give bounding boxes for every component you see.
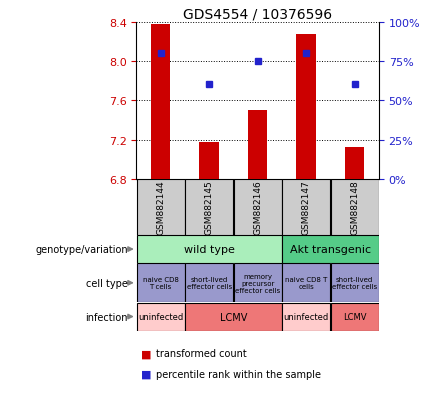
Bar (330, 180, 379, 235)
Bar (200, 142, 219, 180)
Bar (185, 303, 282, 331)
Bar (345, 147, 364, 180)
Title: GDS4554 / 10376596: GDS4554 / 10376596 (183, 7, 332, 21)
Bar (136, 235, 282, 263)
Text: uninfected: uninfected (284, 312, 329, 321)
Bar (136, 303, 185, 331)
Bar (233, 263, 282, 303)
Bar (330, 303, 379, 331)
Bar (136, 263, 185, 303)
Text: wild type: wild type (184, 244, 235, 254)
Bar (233, 180, 282, 235)
Bar (185, 263, 233, 303)
Text: short-lived
effector cells: short-lived effector cells (187, 277, 232, 290)
Text: GSM882146: GSM882146 (253, 180, 262, 235)
Text: LCMV: LCMV (220, 312, 247, 322)
Bar (297, 35, 316, 180)
Text: GSM882144: GSM882144 (156, 180, 165, 235)
Text: naive CD8
T cells: naive CD8 T cells (143, 277, 178, 290)
Bar (282, 303, 330, 331)
Text: short-lived
effector cells: short-lived effector cells (332, 277, 377, 290)
Text: ■: ■ (141, 369, 151, 379)
Text: infection: infection (85, 312, 128, 322)
Bar (282, 263, 330, 303)
Text: GSM882148: GSM882148 (350, 180, 359, 235)
Bar (185, 180, 233, 235)
Text: percentile rank within the sample: percentile rank within the sample (156, 369, 321, 379)
Text: Akt transgenic: Akt transgenic (290, 244, 371, 254)
Text: uninfected: uninfected (138, 312, 183, 321)
Text: GSM882145: GSM882145 (205, 180, 213, 235)
Text: naive CD8 T
cells: naive CD8 T cells (285, 277, 327, 290)
Bar (136, 180, 185, 235)
Text: LCMV: LCMV (343, 312, 366, 321)
Text: memory
precursor
effector cells: memory precursor effector cells (235, 273, 280, 293)
Bar (282, 180, 330, 235)
Text: GSM882147: GSM882147 (302, 180, 310, 235)
Bar (330, 263, 379, 303)
Text: cell type: cell type (86, 278, 128, 288)
Bar (248, 111, 267, 180)
Bar (282, 235, 379, 263)
Text: ■: ■ (141, 349, 151, 358)
Text: transformed count: transformed count (156, 349, 247, 358)
Text: genotype/variation: genotype/variation (35, 244, 128, 254)
Bar (151, 25, 170, 180)
